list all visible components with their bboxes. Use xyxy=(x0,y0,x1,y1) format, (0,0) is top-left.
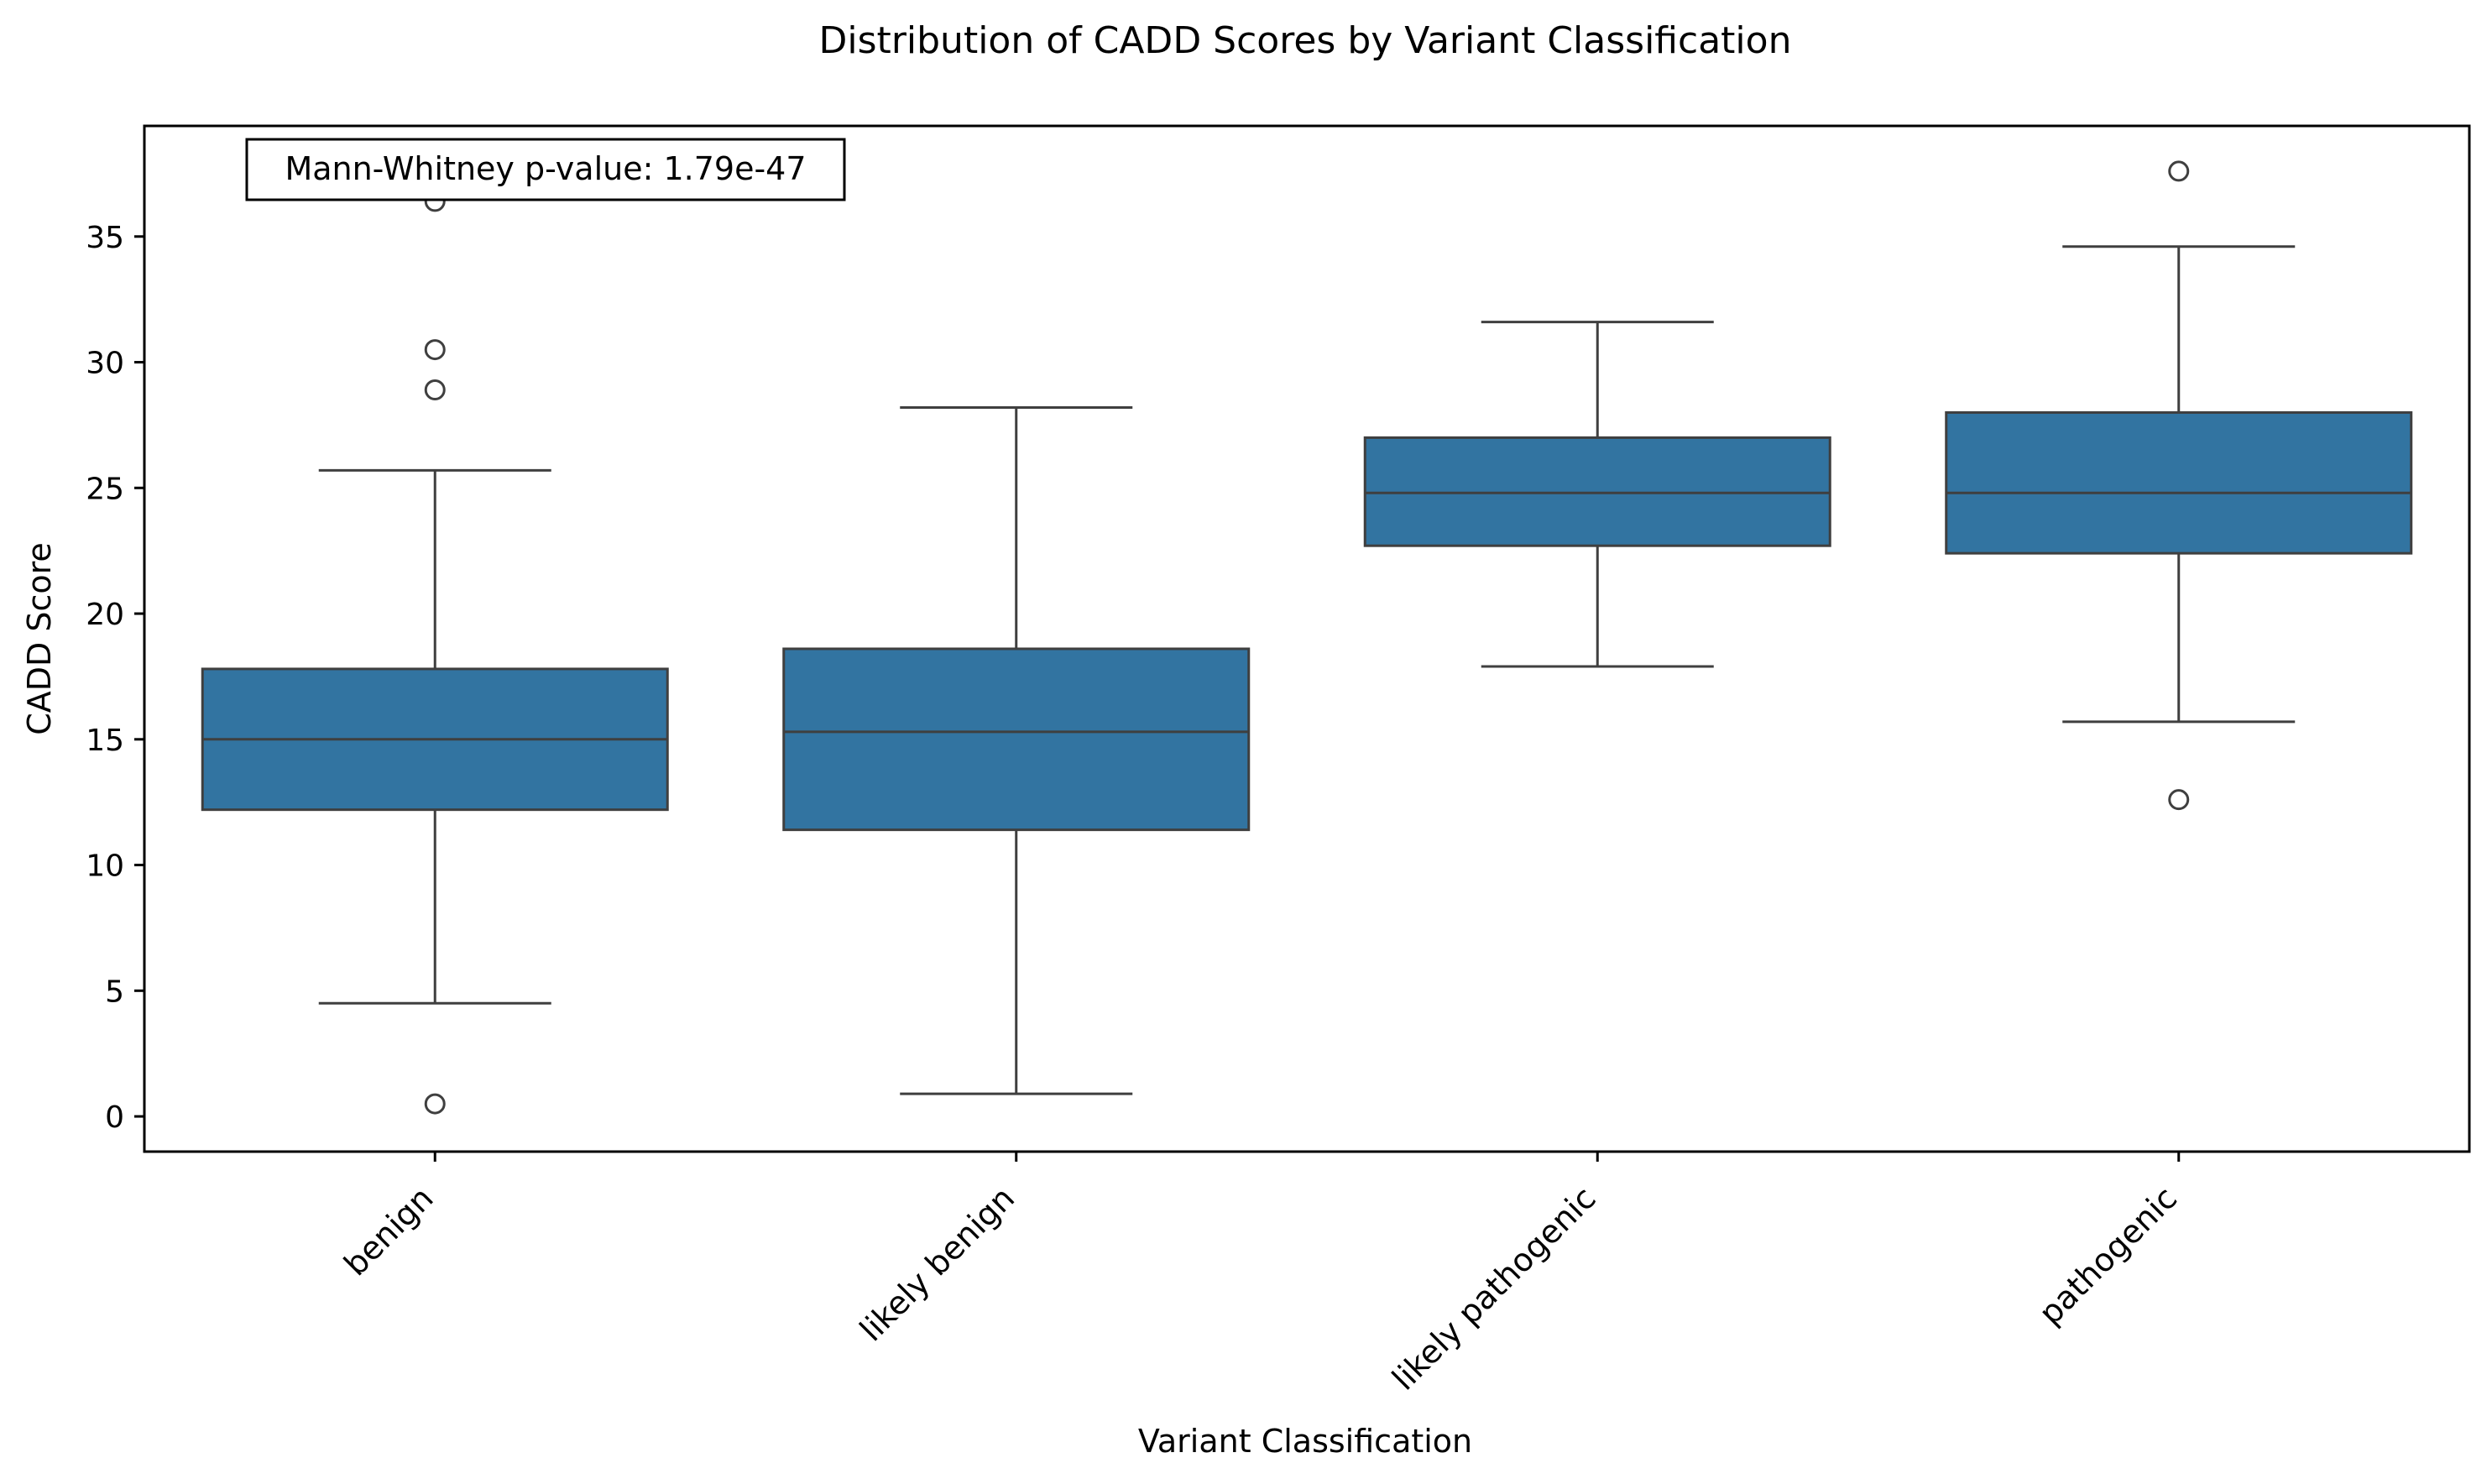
outlier-point xyxy=(424,1093,446,1115)
y-axis-label: CADD Score xyxy=(21,542,58,735)
outlier-point xyxy=(424,339,446,361)
iqr-box xyxy=(1945,410,2413,555)
outlier-point xyxy=(2168,160,2190,182)
x-axis: benign likely benign likely pathogenic path… xyxy=(337,1152,2184,1398)
y-tick-label: 15 xyxy=(86,724,124,758)
chart-title: Distribution of CADD Scores by Variant C… xyxy=(819,19,1792,62)
x-tick-label: likely benign xyxy=(853,1179,1021,1348)
y-tick-label: 10 xyxy=(86,849,124,884)
outlier-point xyxy=(2168,789,2190,811)
plot-frame xyxy=(143,124,2471,1153)
box-likely-pathogenic xyxy=(1363,321,1831,668)
iqr-box xyxy=(782,647,1251,832)
box-pathogenic xyxy=(1945,160,2413,811)
plot-area xyxy=(201,160,2413,1115)
y-tick-label: 20 xyxy=(86,598,124,632)
y-tick-label: 30 xyxy=(86,347,124,381)
y-tick-label: 0 xyxy=(105,1100,124,1135)
x-axis-label: Variant Classification xyxy=(1138,1423,1472,1460)
y-tick-label: 35 xyxy=(86,221,124,255)
y-axis: 0 5 10 15 20 25 30 35 xyxy=(86,221,144,1135)
annotation-box xyxy=(245,138,846,201)
box-benign xyxy=(201,191,669,1115)
y-tick-label: 25 xyxy=(86,472,124,506)
x-tick-label: pathogenic xyxy=(2032,1179,2185,1332)
outlier-point xyxy=(424,379,446,400)
annotation-text: Mann-Whitney p-value: 1.79e-47 xyxy=(285,150,806,187)
p-value-annotation: Mann-Whitney p-value: 1.79e-47 xyxy=(245,138,846,201)
y-tick-label: 5 xyxy=(105,975,124,1009)
box-likely-benign xyxy=(782,405,1251,1095)
x-tick-label: likely pathogenic xyxy=(1385,1179,1602,1397)
x-tick-label: benign xyxy=(337,1179,440,1283)
